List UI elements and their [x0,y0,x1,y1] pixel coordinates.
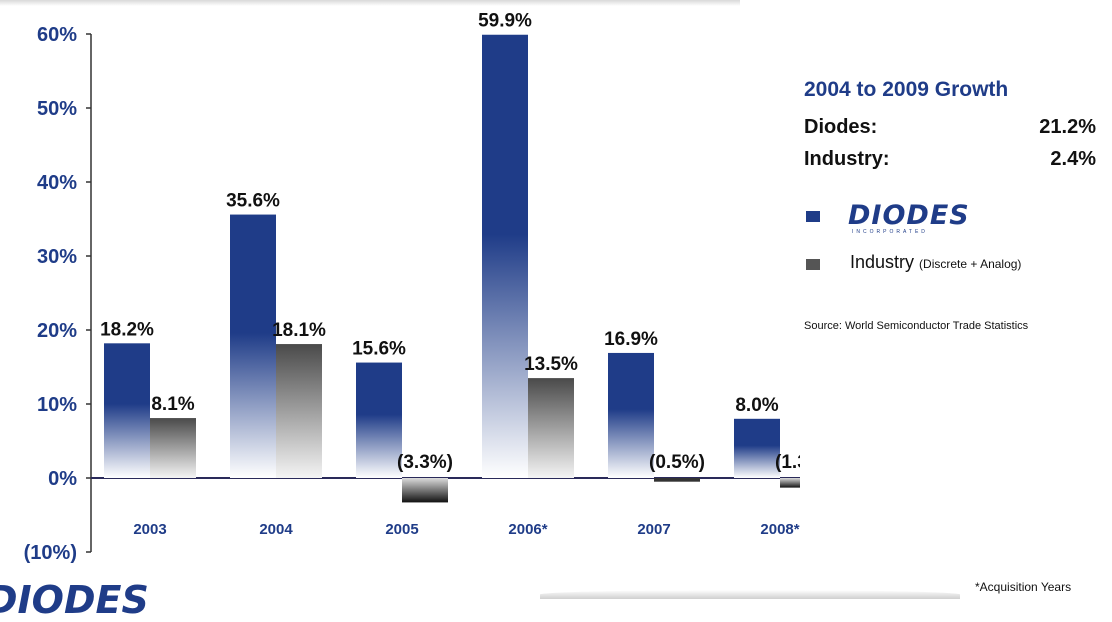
data-label: 16.9% [604,329,658,350]
source-note: Source: World Semiconductor Trade Statis… [804,320,1029,332]
data-label: (0.5%) [649,452,705,473]
data-label: (3.3%) [397,452,453,473]
data-label: 8.1% [151,394,194,415]
legend-item-industry: Industry (Discrete + Analog) [850,252,1021,273]
x-category-label: 2008* [760,521,799,538]
y-tick-label: 50% [37,98,77,120]
growth-title: 2004 to 2009 Growth [804,78,1009,101]
growth-row-value: 2.4% [1050,148,1096,170]
bar-diodes [104,343,150,478]
growth-row-diodes: Diodes: 21.2% [804,116,1096,139]
legend-swatch-industry [806,259,820,270]
y-tick-label: (10%) [24,542,77,564]
bar-diodes [230,214,276,478]
x-category-label: 2007 [637,521,670,538]
bar-industry [654,478,700,482]
bar-diodes [482,34,528,479]
bar-industry [402,478,448,503]
data-label: 18.1% [272,320,326,341]
y-tick-label: 40% [37,172,77,194]
growth-row-label: Industry: [804,148,890,170]
x-category-label: 2004 [259,521,293,538]
x-category-label: 2006* [508,521,547,538]
legend-swatch-diodes [806,211,820,222]
growth-row-value: 21.2% [1039,116,1096,138]
bar-industry [780,478,800,488]
bar-industry [150,418,196,478]
data-label: 18.2% [100,319,154,340]
x-category-label: 2005 [385,521,418,538]
legend-diodes-logo-sub: INCORPORATED [852,229,928,235]
y-tick-label: 20% [37,320,77,342]
bar-chart: (10%) 0% 10% 20% 30% 40% 50% 60% 18.2% 8.1% 2003 3… [24,11,800,564]
data-label: 13.5% [524,354,578,375]
y-tick-label: 30% [37,246,77,268]
bar-diodes [356,362,402,478]
legend-diodes-logo: DIODES [848,200,970,231]
bar-industry [528,378,574,478]
corner-logo: DIODES [0,578,149,622]
bar-diodes [734,418,780,478]
y-tick-label: 60% [37,24,77,46]
data-label: 8.0% [735,395,778,416]
data-label: (1.3%) [775,452,800,473]
bar-diodes [608,352,654,478]
y-tick-label: 0% [48,468,77,490]
legend-industry-note: (Discrete + Analog) [919,257,1022,271]
data-label: 59.9% [478,11,532,32]
top-decor-line [0,0,740,6]
legend-industry-label: Industry [850,252,915,272]
bottom-decor-line [540,590,960,599]
x-category-label: 2003 [133,521,166,538]
growth-row-industry: Industry: 2.4% [804,148,1096,171]
data-label: 35.6% [226,191,280,212]
growth-row-label: Diodes: [804,116,878,138]
bar-industry [276,344,322,478]
y-tick-label: 10% [37,394,77,416]
footnote: *Acquisition Years [975,580,1072,594]
data-label: 15.6% [352,339,406,360]
